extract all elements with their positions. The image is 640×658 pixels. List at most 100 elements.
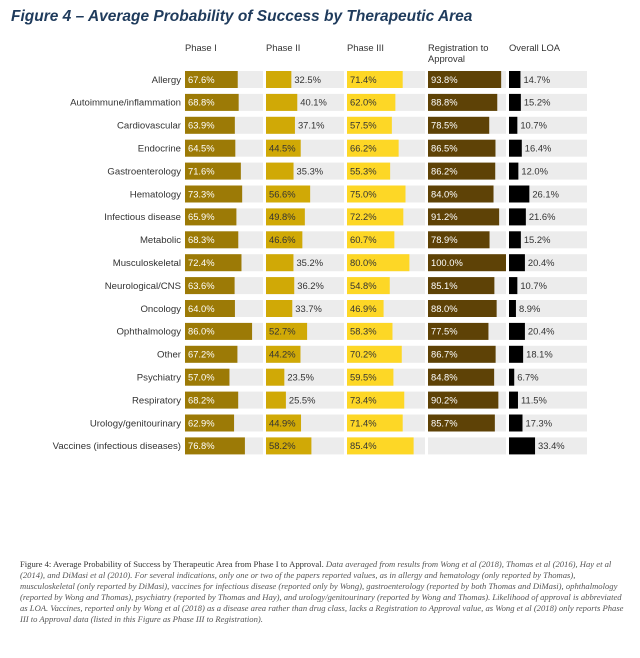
bar-overall-loa <box>509 231 521 249</box>
value-label: 21.6% <box>529 211 556 222</box>
column-header-phase-i: Phase I <box>185 42 217 53</box>
value-label: 10.7% <box>520 280 547 291</box>
column-header-phase-ii: Phase II <box>266 42 300 53</box>
value-label: 63.6% <box>188 280 215 291</box>
value-label: 16.4% <box>525 143 552 154</box>
value-label: 57.5% <box>350 120 377 131</box>
value-label: 14.7% <box>523 74 550 85</box>
bar-overall-loa <box>509 93 521 111</box>
bar-overall-loa <box>509 368 515 386</box>
value-label: 60.7% <box>350 234 377 245</box>
caption-body: Data averaged from results from Wong et … <box>20 559 624 625</box>
value-label: 93.8% <box>431 74 458 85</box>
value-label: 80.0% <box>350 257 377 268</box>
value-label: 71.6% <box>188 165 215 176</box>
figure-caption: Figure 4: Average Probability of Success… <box>20 559 630 626</box>
bar-phase-ii <box>266 208 305 226</box>
column-header-registration-to-approval: Registration to Approval <box>428 42 488 64</box>
bar-track <box>509 368 587 386</box>
bar-phase-ii <box>266 254 294 272</box>
value-label: 18.1% <box>526 349 553 360</box>
bar-registration-to-approval <box>428 322 489 340</box>
value-label: 12.0% <box>521 165 548 176</box>
category-label: Ophthalmology <box>116 327 181 338</box>
bar-track <box>509 93 587 111</box>
value-label: 64.5% <box>188 143 215 154</box>
bar-overall-loa <box>509 185 530 203</box>
bar-phase-ii <box>266 162 294 180</box>
bar-phase-i <box>185 277 235 295</box>
bar-track <box>509 300 587 317</box>
bar-overall-loa <box>509 391 518 409</box>
bar-phase-iii <box>347 437 414 455</box>
bar-phase-ii <box>266 139 301 157</box>
bar-track <box>509 414 587 432</box>
bar-phase-iii <box>347 391 405 409</box>
bar-track <box>266 368 344 386</box>
bar-phase-i <box>185 208 237 226</box>
bar-phase-i <box>185 414 235 432</box>
value-label: 11.5% <box>521 394 547 405</box>
bar-phase-iii <box>347 254 410 272</box>
category-label: Hematology <box>130 189 181 200</box>
bar-phase-i <box>185 254 242 272</box>
bar-phase-ii <box>266 437 312 455</box>
bar-phase-i <box>185 345 238 363</box>
bar-phase-i <box>185 71 238 88</box>
value-label: 85.1% <box>431 280 458 291</box>
bar-overall-loa <box>509 162 519 180</box>
category-label: Endocrine <box>138 144 181 155</box>
bar-overall-loa <box>509 139 522 157</box>
category-label: Metabolic <box>140 235 181 246</box>
value-label: 44.2% <box>269 349 296 360</box>
bar-phase-i <box>185 300 235 317</box>
value-label: 63.9% <box>188 120 215 131</box>
value-label: 71.4% <box>350 74 377 85</box>
bar-phase-ii <box>266 368 285 386</box>
bar-overall-loa <box>509 116 518 134</box>
value-label: 68.2% <box>188 394 215 405</box>
value-label: 62.9% <box>188 417 215 428</box>
bar-phase-iii <box>347 368 394 386</box>
value-label: 49.8% <box>269 211 296 222</box>
value-label: 67.2% <box>188 349 215 360</box>
value-label: 52.7% <box>269 326 296 337</box>
value-label: 46.6% <box>269 234 296 245</box>
value-label: 33.7% <box>295 303 322 314</box>
value-label: 59.5% <box>350 372 377 383</box>
value-label: 20.4% <box>528 326 555 337</box>
category-label: Allergy <box>152 75 182 86</box>
bar-phase-ii <box>266 345 301 363</box>
value-label: 73.4% <box>350 394 377 405</box>
value-label: 33.4% <box>538 440 565 451</box>
value-label: 88.0% <box>431 303 458 314</box>
bar-track <box>509 116 587 134</box>
value-label: 17.3% <box>525 417 552 428</box>
probability-of-success-chart: Phase I Phase II Phase III Registration to A… <box>53 42 587 455</box>
value-label: 66.2% <box>350 143 377 154</box>
bar-phase-ii <box>266 93 298 111</box>
bar-track <box>509 162 587 180</box>
value-label: 40.1% <box>300 97 327 108</box>
category-label: Other <box>157 350 182 361</box>
category-label: Neurological/CNS <box>105 281 181 292</box>
bar-overall-loa <box>509 277 518 295</box>
value-label: 100.0% <box>431 257 463 268</box>
bar-phase-ii <box>266 391 286 409</box>
value-label: 78.5% <box>431 120 458 131</box>
bar-registration-to-approval <box>428 93 498 111</box>
value-label: 75.0% <box>350 188 377 199</box>
bar-track <box>509 231 587 249</box>
category-label: Cardiovascular <box>117 121 182 132</box>
bar-phase-ii <box>266 185 311 203</box>
value-label: 77.5% <box>431 326 458 337</box>
category-label: Musculoskeletal <box>113 258 181 269</box>
bar-registration-to-approval <box>428 345 496 363</box>
category-label: Gastroenterology <box>107 166 181 177</box>
value-label: 86.0% <box>188 326 215 337</box>
value-label: 55.3% <box>350 165 377 176</box>
bar-phase-iii <box>347 277 390 295</box>
bar-phase-ii <box>266 300 293 317</box>
category-label: Oncology <box>140 304 181 315</box>
bar-overall-loa <box>509 414 523 432</box>
